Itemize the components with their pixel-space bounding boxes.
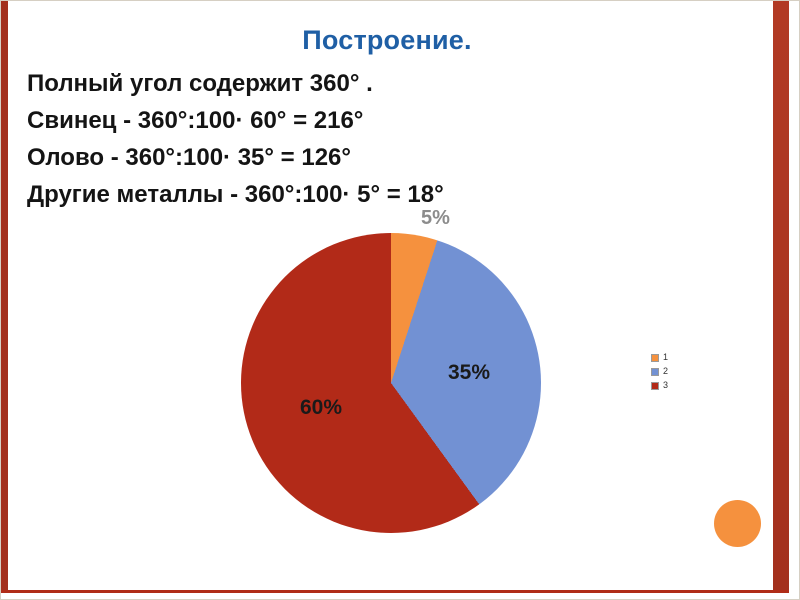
left-accent-bar — [1, 1, 8, 593]
legend-label: 1 — [663, 352, 669, 362]
text-line-full-angle: Полный угол содержит 360° . — [27, 70, 373, 97]
pie-slice-label-60: 60% — [300, 396, 343, 419]
text-line-tin: Олово - 360°:100· 35° = 126° — [27, 144, 351, 171]
legend-label: 2 — [663, 366, 669, 376]
text-line-other-metals: Другие металлы - 360°:100· 5° = 18° — [27, 181, 444, 208]
legend-swatch — [651, 367, 659, 376]
bottom-accent-line — [1, 590, 789, 593]
pie-chart — [241, 233, 541, 533]
slide-title: Построение. — [302, 25, 472, 55]
right-accent-bar — [773, 1, 789, 593]
orange-circle-decoration — [714, 500, 761, 547]
legend-label: 3 — [663, 380, 669, 390]
chart-legend: 1 2 3 — [651, 353, 668, 390]
legend-item-3: 3 — [651, 381, 668, 390]
legend-item-2: 2 — [651, 367, 668, 376]
pie-slice-label-5: 5% — [421, 207, 450, 229]
body-text-block: Полный угол содержит 360° . Свинец - 360… — [27, 65, 444, 213]
legend-item-1: 1 — [651, 353, 668, 362]
text-line-lead: Свинец - 360°:100· 60° = 216° — [27, 107, 364, 134]
legend-swatch — [651, 381, 659, 390]
pie-slice-label-35: 35% — [448, 361, 491, 384]
legend-swatch — [651, 353, 659, 362]
